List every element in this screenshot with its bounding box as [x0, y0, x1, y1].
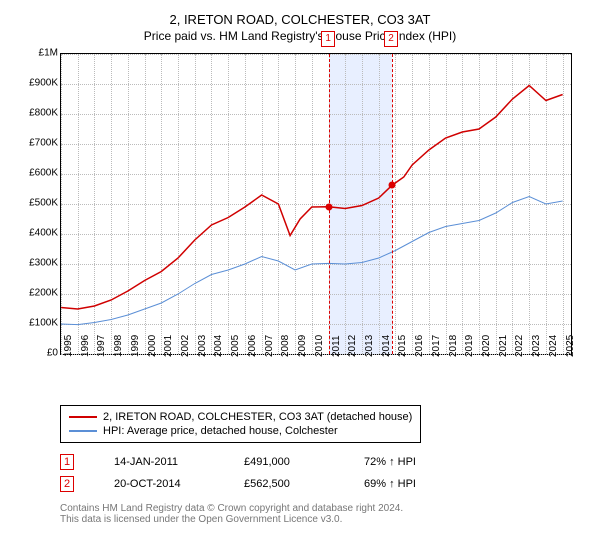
x-axis-label: 2007	[264, 335, 275, 357]
x-axis-label: 2004	[213, 335, 224, 357]
sale-index: 1	[60, 454, 74, 470]
chart-title: 2, IRETON ROAD, COLCHESTER, CO3 3AT	[10, 12, 590, 27]
x-axis-label: 2018	[448, 335, 459, 357]
y-axis-label: £100K	[20, 318, 58, 329]
x-axis-label: 1996	[80, 335, 91, 357]
sale-marker-box: 1	[321, 31, 335, 47]
chart-subtitle: Price paid vs. HM Land Registry's House …	[10, 29, 590, 43]
series-hpi	[61, 197, 563, 325]
x-axis-label: 2019	[464, 335, 475, 357]
x-axis-label: 2009	[297, 335, 308, 357]
legend-swatch	[69, 416, 97, 418]
x-axis-label: 2020	[481, 335, 492, 357]
x-axis-label: 2015	[397, 335, 408, 357]
legend-swatch	[69, 430, 97, 432]
sale-price: £491,000	[244, 456, 324, 468]
x-axis-label: 2014	[381, 335, 392, 357]
x-axis-label: 1997	[96, 335, 107, 357]
sale-date: 20-OCT-2014	[114, 478, 204, 490]
x-axis-label: 2003	[197, 335, 208, 357]
footer-line: This data is licensed under the Open Gov…	[60, 514, 580, 525]
series-property	[61, 86, 563, 310]
sale-index: 2	[60, 476, 74, 492]
legend-item-property: 2, IRETON ROAD, COLCHESTER, CO3 3AT (det…	[69, 410, 412, 424]
sale-delta: 72% ↑ HPI	[364, 456, 416, 468]
y-axis-label: £500K	[20, 198, 58, 209]
sale-delta: 69% ↑ HPI	[364, 478, 416, 490]
y-axis-label: £800K	[20, 108, 58, 119]
y-axis-label: £0	[20, 348, 58, 359]
plot-area	[60, 53, 572, 355]
x-axis-label: 2023	[531, 335, 542, 357]
x-axis-label: 2011	[331, 335, 342, 357]
x-axis-label: 2024	[548, 335, 559, 357]
x-axis-label: 2000	[147, 335, 158, 357]
x-axis-label: 2013	[364, 335, 375, 357]
legend-item-hpi: HPI: Average price, detached house, Colc…	[69, 424, 412, 438]
x-axis-label: 2002	[180, 335, 191, 357]
legend: 2, IRETON ROAD, COLCHESTER, CO3 3AT (det…	[60, 405, 421, 443]
x-axis-label: 2025	[565, 335, 576, 357]
sale-point	[326, 203, 333, 210]
x-axis-label: 1995	[63, 335, 74, 357]
x-axis-label: 1999	[130, 335, 141, 357]
x-axis-label: 2012	[347, 335, 358, 357]
footer-line: Contains HM Land Registry data © Crown c…	[60, 503, 580, 514]
sale-row: 1 14-JAN-2011 £491,000 72% ↑ HPI	[60, 451, 590, 473]
y-axis-label: £700K	[20, 138, 58, 149]
x-axis-label: 2017	[431, 335, 442, 357]
sale-price: £562,500	[244, 478, 324, 490]
y-axis-label: £300K	[20, 258, 58, 269]
x-axis-label: 2016	[414, 335, 425, 357]
sale-point	[389, 182, 396, 189]
x-axis-label: 2008	[280, 335, 291, 357]
x-axis-label: 2022	[514, 335, 525, 357]
chart: £0 £100K £200K £300K £400K £500K £600K £700K £80…	[20, 53, 580, 393]
y-axis-label: £1M	[20, 48, 58, 59]
x-axis-label: 2001	[163, 335, 174, 357]
x-axis-label: 2006	[247, 335, 258, 357]
y-axis-label: £900K	[20, 78, 58, 89]
sale-row: 2 20-OCT-2014 £562,500 69% ↑ HPI	[60, 473, 590, 495]
y-axis-label: £200K	[20, 288, 58, 299]
legend-label: 2, IRETON ROAD, COLCHESTER, CO3 3AT (det…	[103, 411, 412, 423]
sale-marker-box: 2	[384, 31, 398, 47]
sale-marker-line	[392, 54, 393, 354]
y-axis-label: £400K	[20, 228, 58, 239]
legend-label: HPI: Average price, detached house, Colc…	[103, 425, 338, 437]
attribution: Contains HM Land Registry data © Crown c…	[60, 503, 580, 525]
sale-date: 14-JAN-2011	[114, 456, 204, 468]
sales-table: 1 14-JAN-2011 £491,000 72% ↑ HPI 2 20-OCT-201…	[60, 451, 590, 495]
x-axis-label: 2021	[498, 335, 509, 357]
x-axis-label: 2005	[230, 335, 241, 357]
x-axis-label: 1998	[113, 335, 124, 357]
y-axis-label: £600K	[20, 168, 58, 179]
x-axis-label: 2010	[314, 335, 325, 357]
